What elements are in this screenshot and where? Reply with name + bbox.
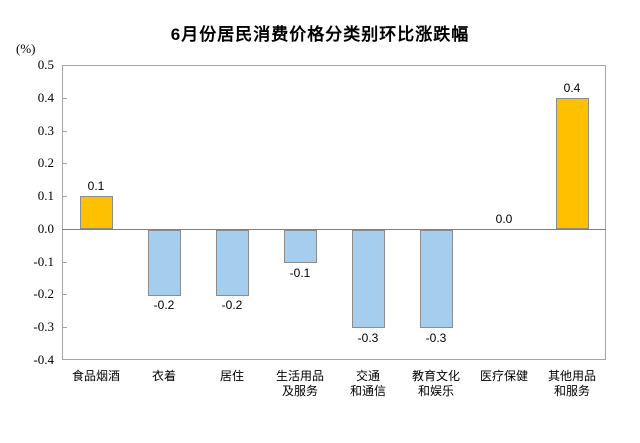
value-label-7: 0.0 [495, 212, 513, 226]
value-label-1: 0.1 [87, 179, 105, 193]
category-label-7: 医疗保健 [479, 369, 528, 383]
y-tick-mark [63, 163, 67, 164]
y-tick-label: -0.4 [33, 352, 54, 367]
category-label-6: 教育文化 和娱乐 [411, 369, 460, 398]
y-tick-label: -0.3 [33, 319, 54, 335]
value-label-5: -0.3 [357, 331, 379, 345]
bar-6 [420, 230, 453, 328]
y-tick-label: -0.1 [33, 253, 54, 269]
y-axis-unit-label: (%) [16, 41, 36, 56]
y-tick-mark [63, 327, 67, 328]
y-tick-mark [63, 262, 67, 263]
chart-title: 6月份居民消费价格分类别环比涨跌幅 [170, 25, 470, 44]
bar-5 [352, 230, 385, 328]
bar-1 [80, 196, 113, 229]
category-label-8: 其他用品 和服务 [547, 369, 596, 398]
y-tick-mark [63, 196, 67, 197]
y-tick-label: 0.0 [37, 220, 54, 236]
zero-axis-line [62, 229, 606, 230]
y-tick-label: 0.5 [37, 57, 54, 72]
value-label-2: -0.2 [153, 298, 175, 312]
y-tick-mark [63, 98, 67, 99]
bar-3 [216, 230, 249, 296]
category-label-2: 衣着 [151, 369, 176, 383]
y-tick-label: 0.3 [37, 122, 54, 138]
category-label-4: 生活用品 及服务 [275, 369, 324, 398]
bar-2 [148, 230, 181, 296]
value-label-3: -0.2 [221, 298, 243, 312]
value-label-6: -0.3 [425, 331, 447, 345]
value-label-8: 0.4 [563, 81, 581, 95]
y-tick-label: 0.2 [37, 155, 54, 171]
category-label-5: 交通 和通信 [349, 369, 386, 398]
bar-8 [556, 98, 589, 229]
y-tick-mark [63, 294, 67, 295]
value-label-4: -0.1 [289, 266, 311, 280]
y-tick-label: 0.1 [37, 188, 54, 204]
category-label-1: 食品烟酒 [71, 369, 120, 383]
y-tick-label: 0.4 [37, 89, 54, 105]
plot-area [62, 65, 606, 360]
bar-4 [284, 230, 317, 263]
y-tick-label: -0.2 [33, 286, 54, 302]
y-tick-mark [63, 131, 67, 132]
category-label-3: 居住 [219, 369, 244, 383]
